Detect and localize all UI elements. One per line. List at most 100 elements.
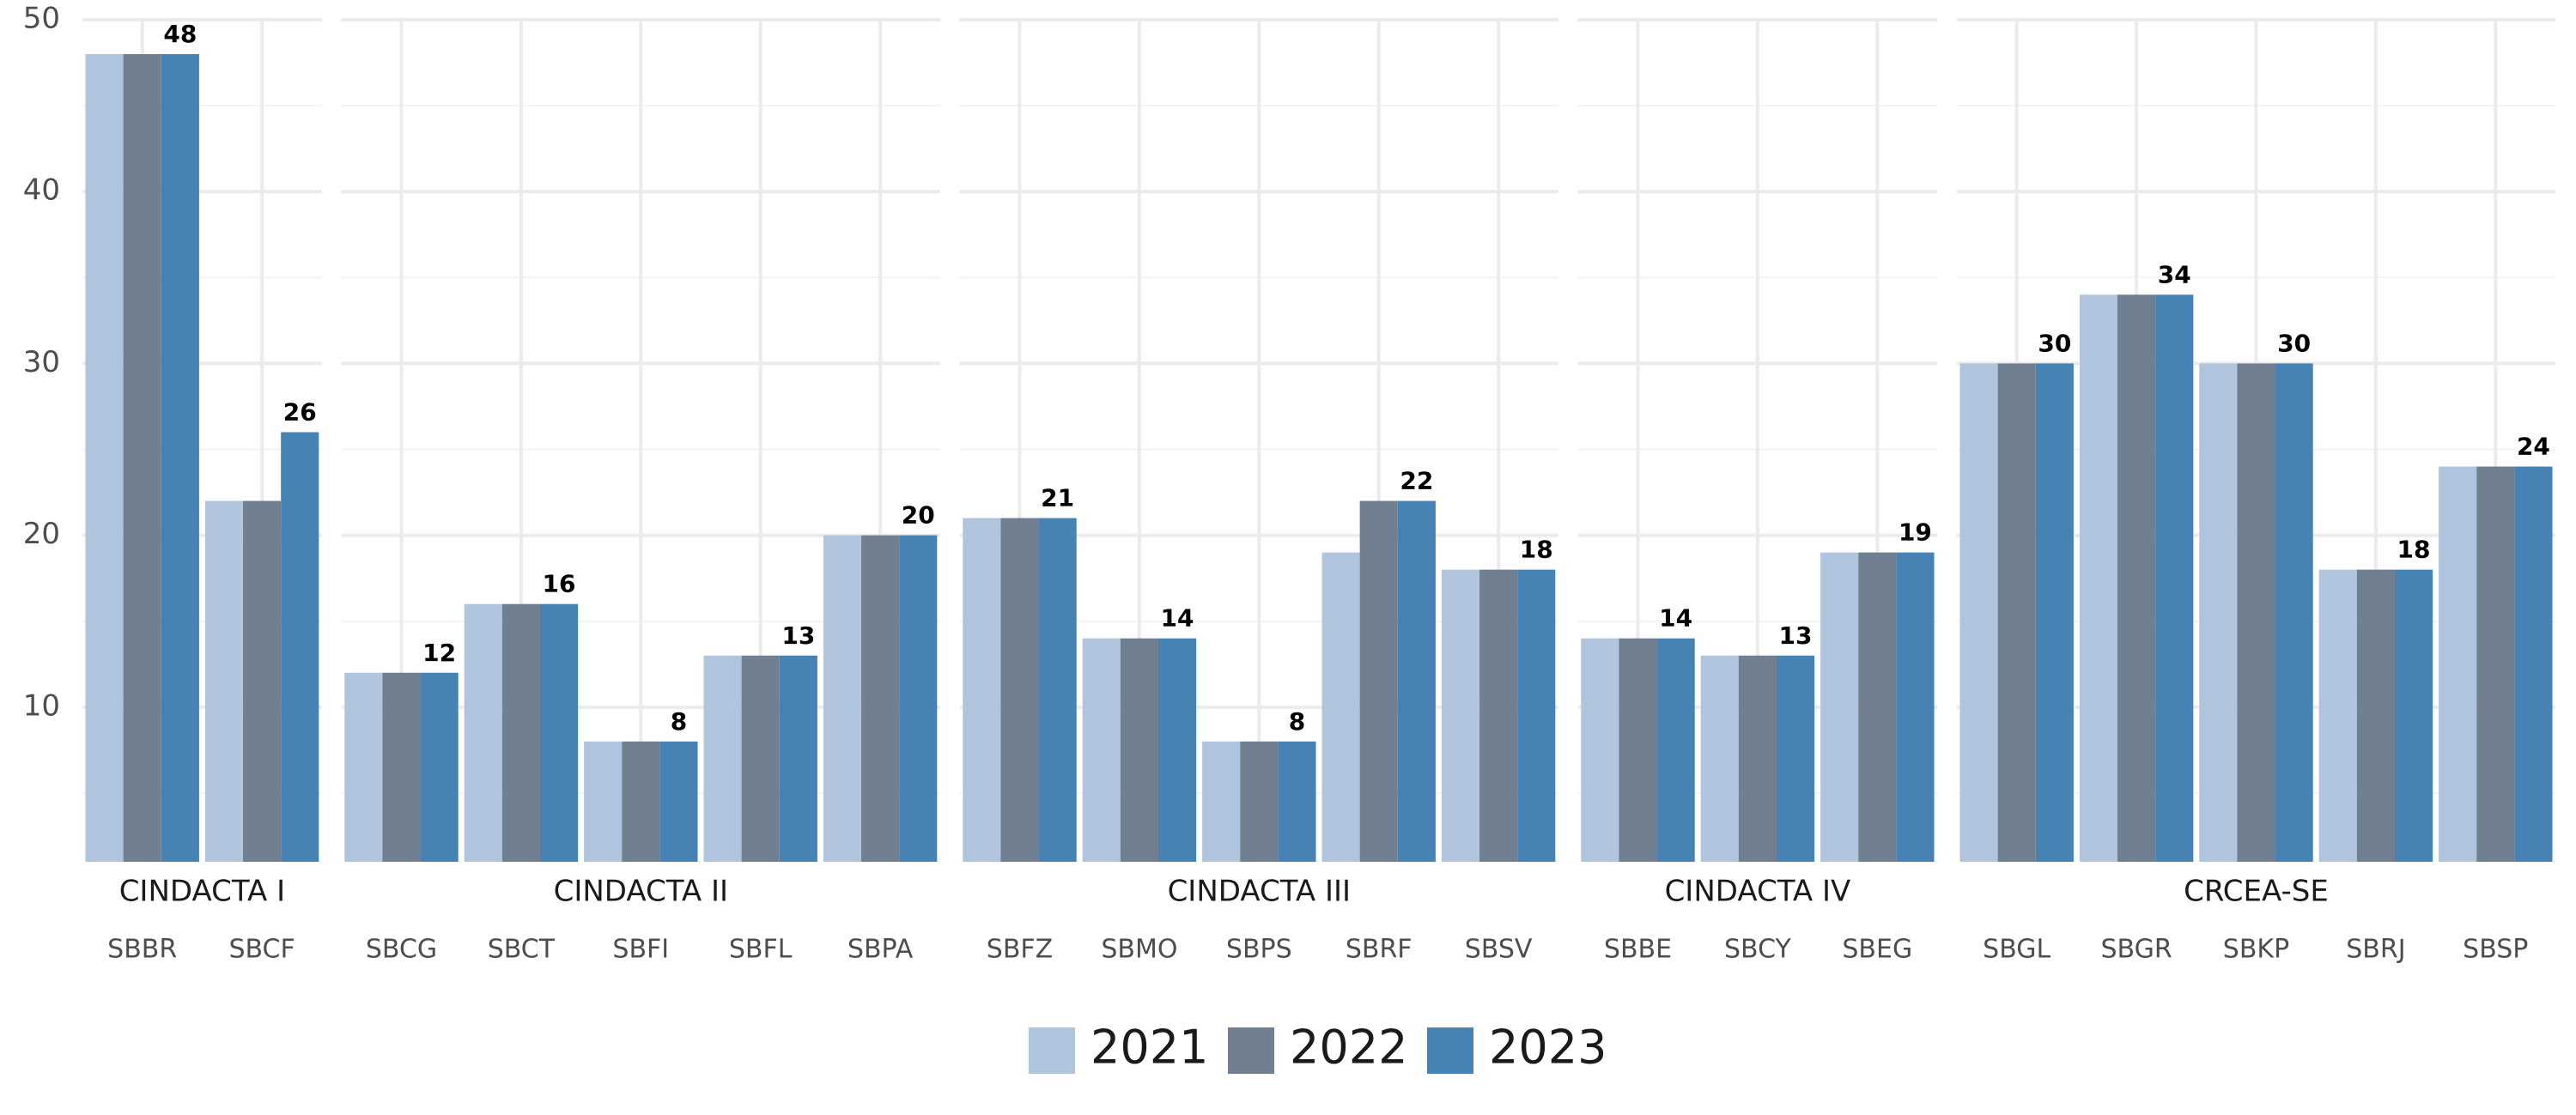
bar (344, 672, 383, 862)
bar (1700, 655, 1739, 862)
data-label: 12 (422, 639, 456, 667)
bar (703, 655, 742, 862)
data-label: 8 (1289, 707, 1305, 736)
y-tick-label: 10 (23, 688, 60, 723)
bar (2394, 569, 2433, 862)
legend-label: 2021 (1091, 1021, 1208, 1075)
x-tick-label: SBRF (1346, 935, 1413, 965)
data-label: 14 (1659, 604, 1692, 633)
x-tick-label: SBRJ (2346, 935, 2405, 965)
x-tick-label: SBCY (1724, 935, 1792, 965)
x-tick-label: SBFZ (987, 935, 1053, 965)
bar (1321, 552, 1360, 862)
x-tick-label: SBEG (1842, 935, 1912, 965)
bar (161, 54, 199, 862)
bar (1959, 363, 1998, 862)
x-tick-label: SBBE (1604, 935, 1672, 965)
bar (2199, 363, 2238, 862)
bar (420, 672, 459, 862)
bar (1820, 552, 1859, 862)
bar (1517, 569, 1556, 862)
legend-label: 2022 (1290, 1021, 1407, 1075)
bar (2117, 294, 2156, 862)
x-tick-label: SBCT (488, 935, 556, 965)
bar (243, 500, 282, 862)
bar (1038, 518, 1077, 862)
x-tick-label: SBCG (366, 935, 437, 965)
bar (1619, 638, 1657, 862)
bar (899, 535, 938, 862)
bar (741, 655, 780, 862)
bar (1157, 638, 1197, 862)
x-tick-label: SBMO (1101, 935, 1177, 965)
y-tick-label: 30 (23, 345, 60, 379)
x-tick-label: SBPS (1226, 935, 1292, 965)
bar (2237, 363, 2275, 862)
x-tick-label: SBPA (848, 935, 914, 965)
x-tick-label: SBGR (2100, 935, 2172, 965)
bar (2155, 294, 2194, 862)
data-label: 8 (671, 707, 687, 736)
bar (2079, 294, 2118, 862)
facet-title: CINDACTA I (119, 875, 285, 909)
bar (1120, 638, 1158, 862)
legend-swatch (1228, 1027, 1274, 1074)
data-label: 14 (1161, 604, 1194, 633)
x-tick-label: SBSV (1465, 935, 1533, 965)
facet-title: CINDACTA III (1168, 875, 1351, 909)
data-label: 20 (902, 501, 935, 530)
bar (281, 432, 319, 862)
data-label: 30 (2038, 329, 2071, 357)
data-label: 18 (2397, 536, 2431, 564)
x-tick-label: SBBR (107, 935, 177, 965)
bar (1240, 741, 1279, 862)
bar (2439, 466, 2477, 862)
x-tick-label: SBFL (729, 935, 793, 965)
bar (2356, 569, 2395, 862)
bar (1202, 741, 1241, 862)
facet-title: CINDACTA IV (1665, 875, 1851, 909)
bar (2476, 466, 2515, 862)
bar (779, 655, 817, 862)
legend-swatch (1427, 1027, 1473, 1074)
legend-swatch (1029, 1027, 1075, 1074)
bar (2035, 363, 2074, 862)
data-label: 19 (1899, 518, 1932, 547)
bar (1479, 569, 1518, 862)
x-tick-label: SBCF (228, 935, 295, 965)
data-label: 18 (1520, 536, 1553, 564)
data-label: 13 (1779, 621, 1813, 650)
bar (464, 603, 502, 862)
data-label: 24 (2517, 433, 2550, 461)
bar (1738, 655, 1777, 862)
bar (861, 535, 900, 862)
bar (1858, 552, 1897, 862)
y-tick-label: 50 (23, 2, 60, 36)
data-label: 26 (283, 397, 317, 426)
bar (382, 672, 421, 862)
y-tick-label: 20 (23, 517, 60, 551)
data-label: 30 (2277, 329, 2311, 357)
bar (1278, 741, 1316, 862)
bar (1776, 655, 1815, 862)
bar (1581, 638, 1619, 862)
bar (622, 741, 660, 862)
bar (584, 741, 623, 862)
x-tick-label: SBGL (1983, 935, 2050, 965)
data-label: 48 (163, 20, 197, 48)
x-tick-label: SBSP (2463, 935, 2528, 965)
data-label: 16 (543, 570, 576, 598)
bar (123, 54, 161, 862)
bar (501, 603, 540, 862)
bar (1359, 500, 1398, 862)
bar (963, 518, 1001, 862)
facet-title: CRCEA-SE (2184, 875, 2329, 909)
bar (539, 603, 579, 862)
legend-label: 2023 (1489, 1021, 1607, 1075)
data-label: 22 (1400, 467, 1433, 495)
bar (1441, 569, 1480, 862)
data-label: 34 (2158, 260, 2191, 288)
facet-title: CINDACTA II (554, 875, 728, 909)
bar (2275, 363, 2313, 862)
